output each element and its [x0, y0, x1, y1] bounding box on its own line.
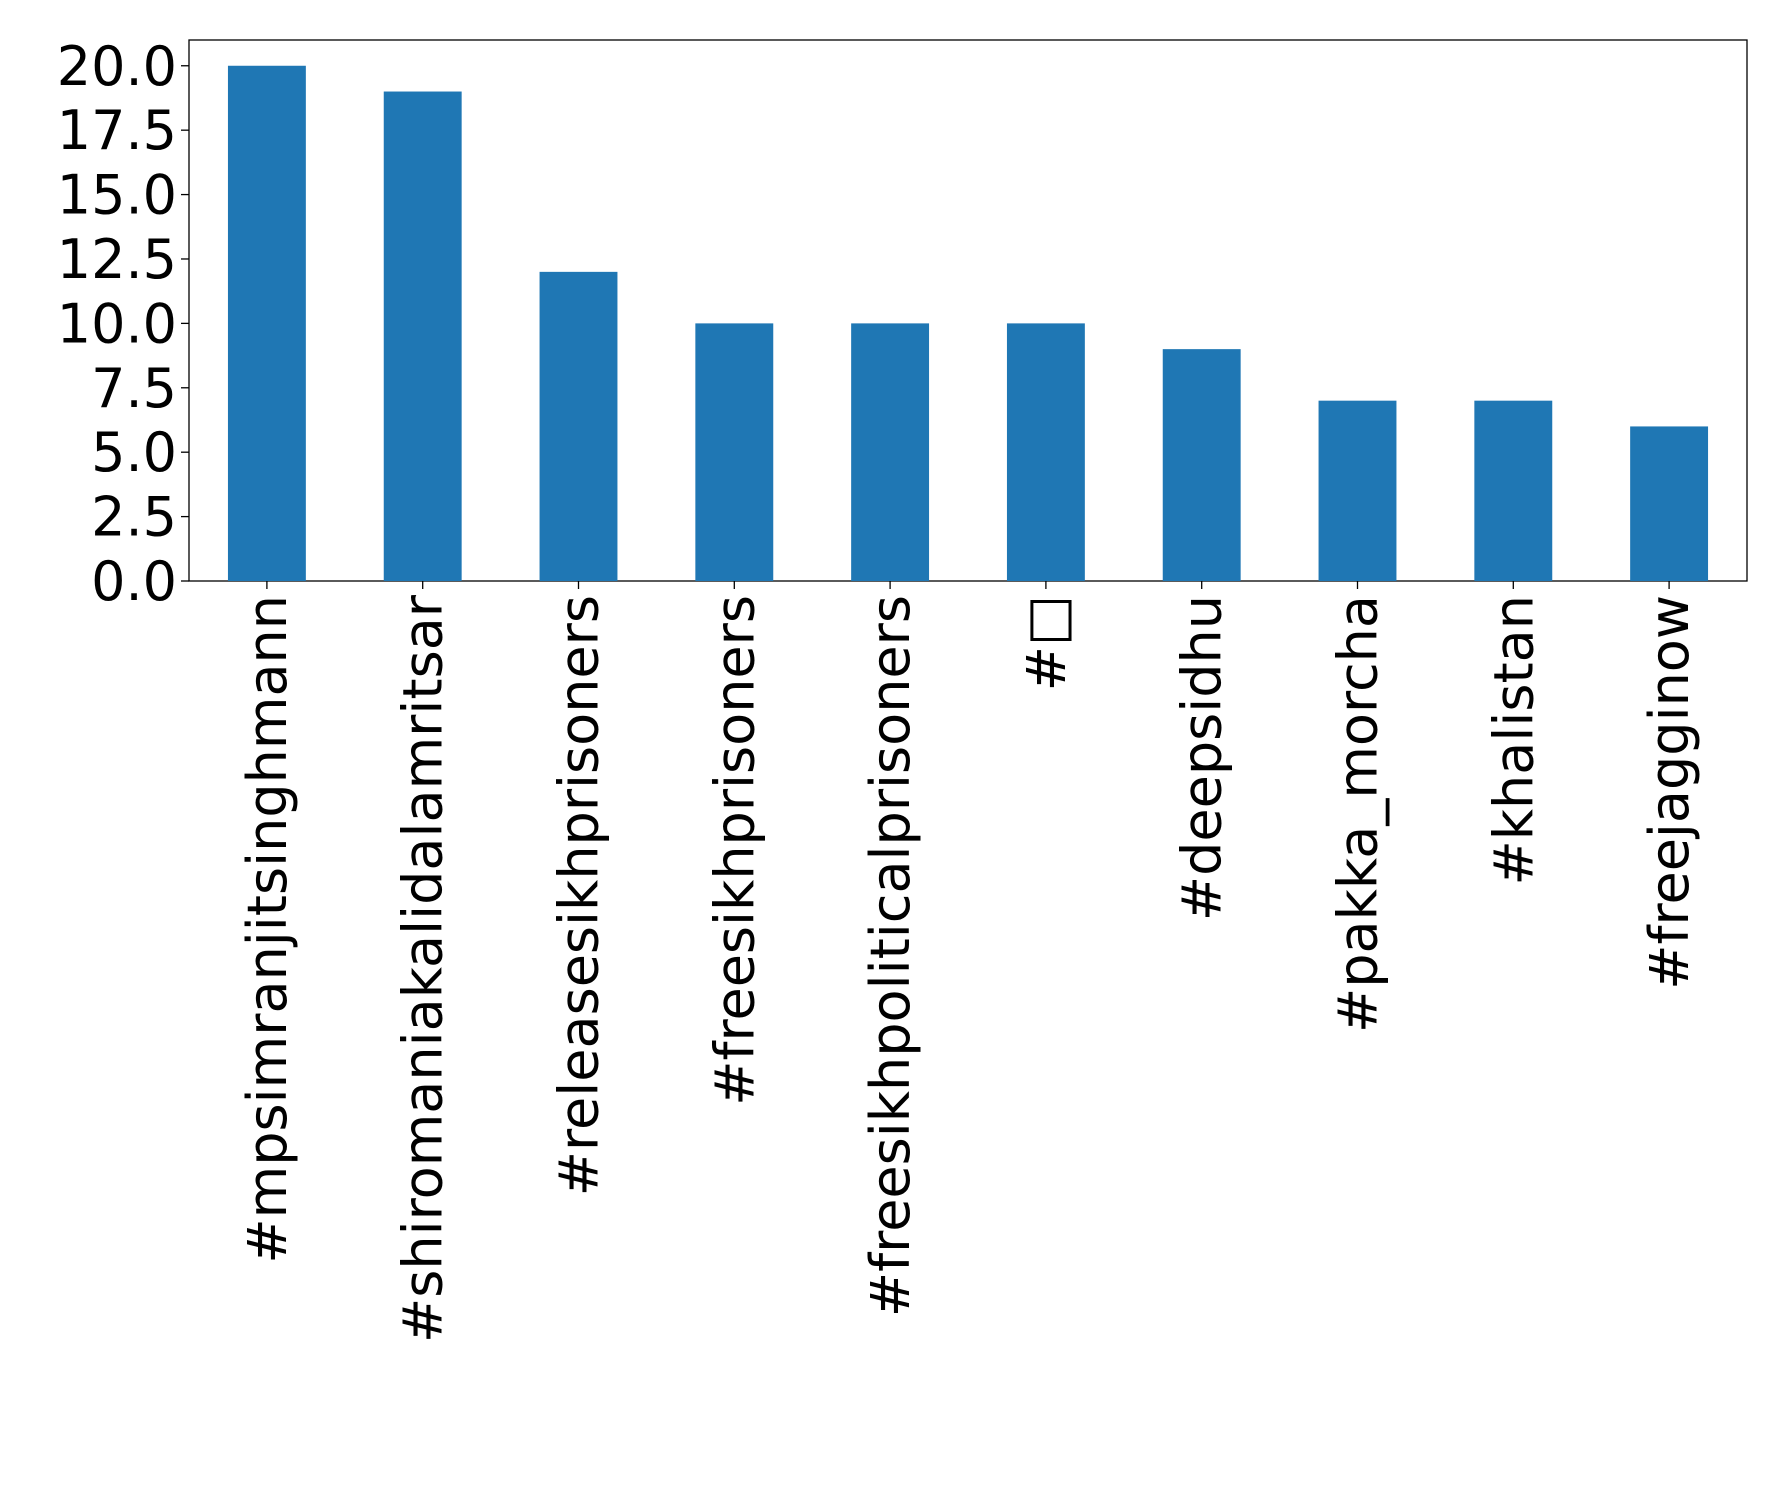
- x-tick-label: #mpsimranjitsinghmann: [236, 595, 299, 1264]
- bar: [1630, 426, 1709, 581]
- bar: [383, 91, 462, 582]
- y-tick-label: 2.5: [91, 486, 177, 549]
- bar: [1162, 349, 1241, 581]
- x-tick-label: #deepsidhu: [1171, 595, 1234, 921]
- y-tick-label: 17.5: [57, 99, 177, 162]
- axes-frame: [188, 39, 1748, 582]
- x-tick-label: #freesikhpoliticalprisoners: [859, 595, 922, 1317]
- x-tick-label: #freesikhprisoners: [703, 595, 766, 1106]
- x-tick-label: #khalistan: [1482, 595, 1545, 885]
- bar: [1474, 400, 1553, 581]
- y-tick-label: 0.0: [91, 550, 177, 613]
- y-tick-label: 15.0: [57, 164, 177, 227]
- y-tick-label: 10.0: [57, 292, 177, 355]
- y-tick-label: 5.0: [91, 421, 177, 484]
- y-tick-label: 12.5: [57, 228, 177, 291]
- bar: [695, 323, 774, 581]
- bar: [1318, 400, 1397, 581]
- x-tick-label: #pakka_morcha: [1327, 595, 1390, 1033]
- bar: [1006, 323, 1085, 581]
- y-tick-label: 20.0: [57, 35, 177, 98]
- x-tick-label: #□: [1015, 595, 1078, 691]
- y-tick-label: 7.5: [91, 357, 177, 420]
- x-tick-label: #shiromaniakalidalamritsar: [392, 594, 455, 1343]
- bar: [539, 271, 618, 581]
- x-tick-label: #releasesikhprisoners: [548, 595, 611, 1196]
- bar: [851, 323, 930, 581]
- bar: [227, 65, 306, 581]
- x-tick-label: #freejagginow: [1638, 595, 1701, 990]
